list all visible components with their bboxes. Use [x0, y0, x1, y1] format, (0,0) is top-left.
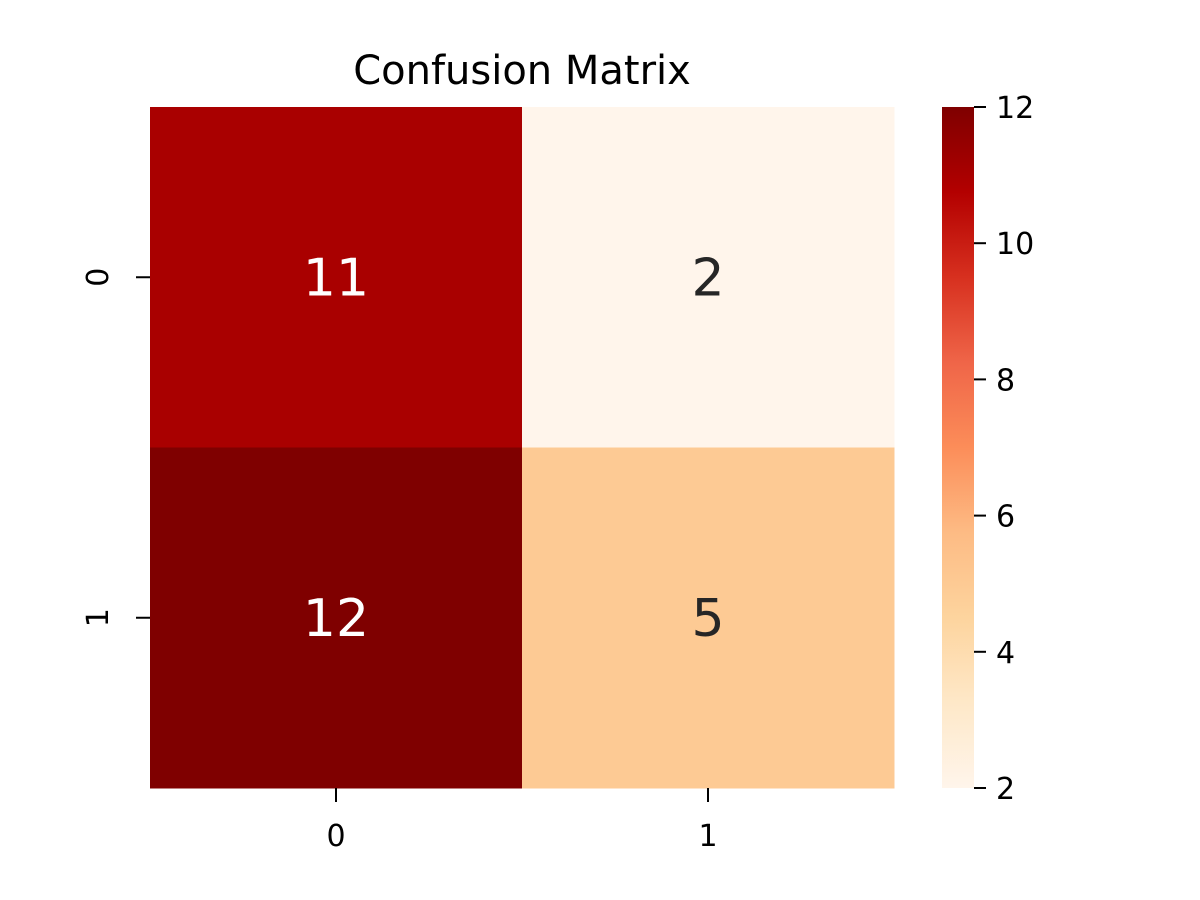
- cell-value-label: 2: [691, 248, 724, 308]
- y-tick-label: 0: [81, 268, 116, 287]
- colorbar-gradient: [942, 107, 974, 788]
- y-axis: 01: [81, 268, 150, 627]
- colorbar-tick-label: 12: [996, 91, 1034, 126]
- heatmap-cell: [522, 107, 895, 448]
- chart-title: Confusion Matrix: [353, 48, 691, 94]
- colorbar: 2 4 6 8 10 12: [942, 91, 1034, 807]
- heatmap-cell: [522, 447, 895, 789]
- colorbar-tick-label: 2: [996, 772, 1015, 807]
- heatmap-cell: [150, 447, 523, 789]
- heatmap-cells: 11 2 12 5: [150, 107, 895, 789]
- x-tick-label: 0: [326, 819, 345, 854]
- colorbar-tick-label: 10: [996, 227, 1034, 262]
- colorbar-tick-label: 6: [996, 500, 1015, 535]
- colorbar-tick-label: 8: [996, 363, 1015, 398]
- colorbar-tick-label: 4: [996, 636, 1015, 671]
- cell-value-label: 11: [303, 248, 369, 308]
- cell-value-label: 12: [303, 589, 369, 649]
- cell-value-label: 5: [691, 589, 724, 649]
- y-tick-label: 1: [81, 608, 116, 627]
- heatmap-cell: [150, 107, 523, 448]
- x-tick-label: 1: [698, 819, 717, 854]
